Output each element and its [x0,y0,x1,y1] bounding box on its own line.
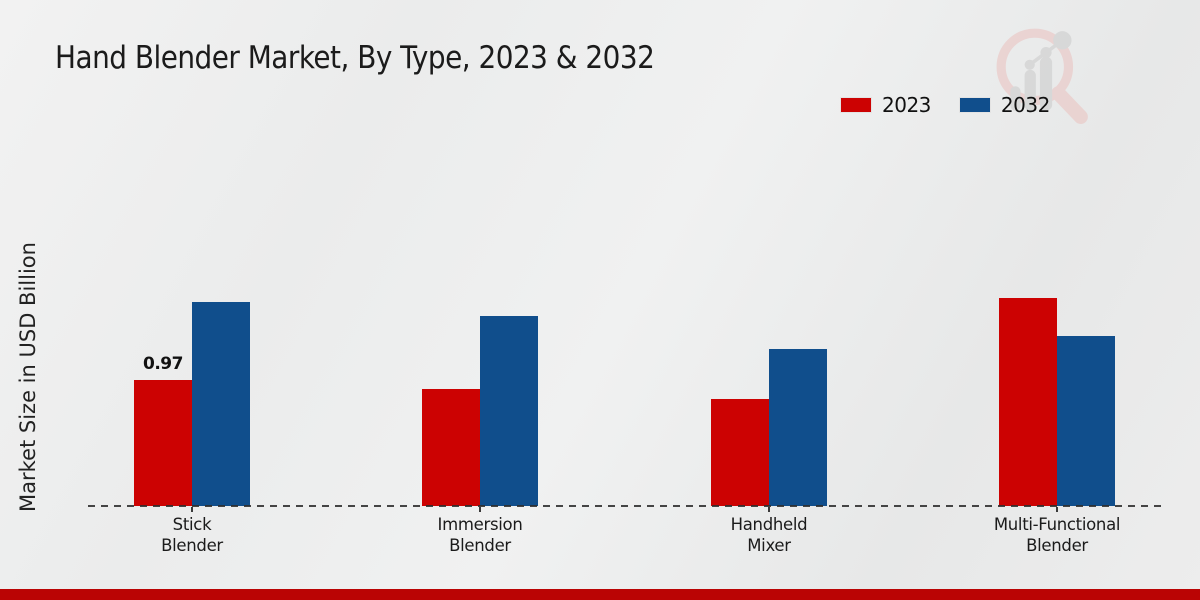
x-axis-tick [191,507,193,512]
x-axis-tick [768,507,770,512]
bar-2023-handheld-mixer [711,399,769,506]
legend-swatch-2032 [958,97,991,113]
footer-accent-bar [0,589,1200,600]
bar-value-label: 0.97 [143,354,183,374]
bar-2032-stick-blender [192,302,250,506]
chart-title: Hand Blender Market, By Type, 2023 & 203… [55,40,655,76]
bar-2032-immersion-blender [480,316,538,506]
bar-2032-handheld-mixer [769,349,827,506]
x-axis-tick [479,507,481,512]
x-axis-dashed-baseline [88,505,1164,507]
legend-swatch-2023 [840,97,872,113]
bar-2023-stick-blender [134,380,192,506]
legend: 2023 2032 [840,93,1050,117]
category-label-handheld-mixer: Handheld Mixer [730,515,808,555]
legend-item-2023: 2023 [840,93,931,117]
category-label-multi-functional-blender: Multi-Functional Blender [993,515,1121,555]
category-label-stick-blender: Stick Blender [161,515,223,555]
legend-label-2023: 2023 [882,93,931,117]
x-axis-tick [1056,507,1058,512]
legend-item-2032: 2032 [958,93,1050,117]
bar-2032-multi-functional-blender [1057,336,1115,506]
magnifier-growth-chart-logo-icon [996,28,1088,124]
bar-2023-multi-functional-blender [999,298,1057,506]
bar-2023-immersion-blender [422,389,480,506]
category-label-immersion-blender: Immersion Blender [437,515,523,555]
legend-label-2032: 2032 [1000,93,1050,117]
